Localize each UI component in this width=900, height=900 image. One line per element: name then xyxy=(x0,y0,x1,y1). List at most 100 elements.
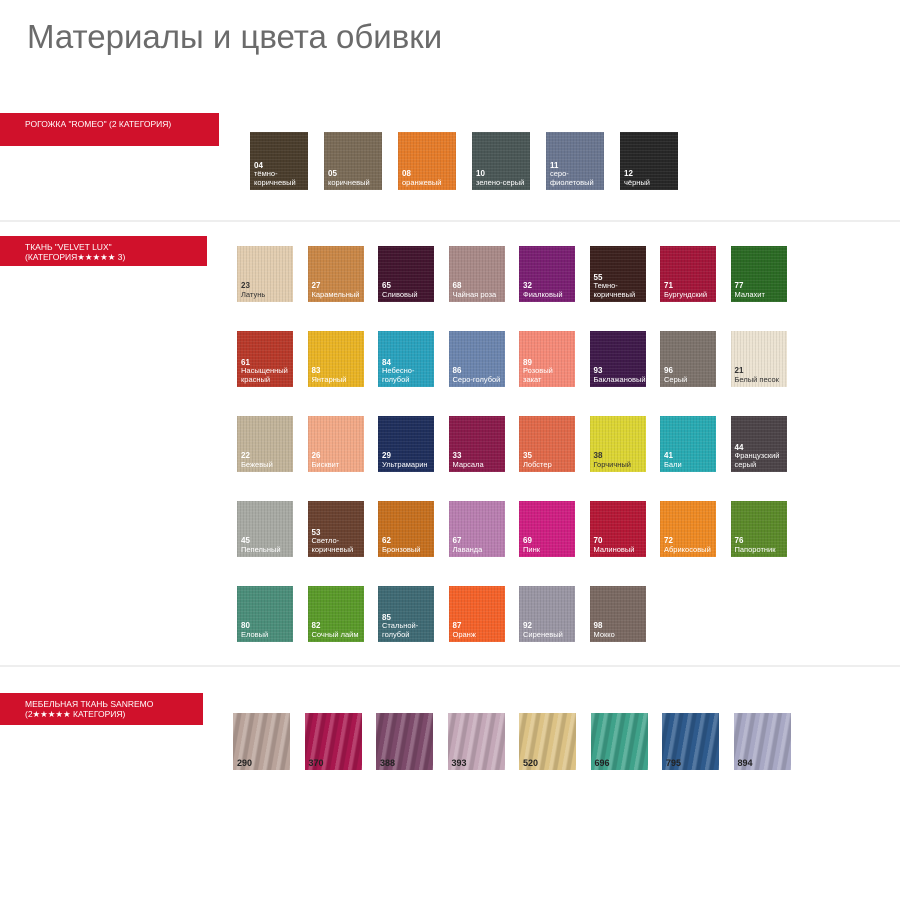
swatch-velvet-lux-87[interactable]: 87 Оранж xyxy=(448,586,505,642)
swatch-number: 29 xyxy=(382,451,391,460)
swatch-romeo-11[interactable]: 11 серо-фиолетовый xyxy=(546,132,604,190)
swatch-number: 93 xyxy=(593,366,603,375)
swatch-velvet-lux-93[interactable]: 93 Баклажановый xyxy=(589,331,646,387)
section-banner-velvet-lux: Ткань "VELVET LUX" (категория★★★★★ 3) xyxy=(0,236,207,266)
swatch-velvet-lux-35[interactable]: 35 Лобстер xyxy=(519,416,575,472)
swatch-color-name: Насыщенный красный xyxy=(241,366,288,384)
swatch-velvet-lux-84[interactable]: 84 Небесно-голубой xyxy=(378,331,434,387)
swatch-color-name: Темно-коричневый xyxy=(593,281,636,299)
swatch-label: 29 Ультрамарин xyxy=(382,451,432,469)
swatch-label: 12 чёрный xyxy=(624,169,676,187)
swatch-number: 76 xyxy=(734,536,744,545)
swatch-sanremo-520[interactable]: 520 xyxy=(519,713,576,770)
swatch-velvet-lux-22[interactable]: 22 Бежевый xyxy=(237,416,293,472)
swatch-velvet-lux-62[interactable]: 62 Бронзовый xyxy=(378,501,434,557)
swatch-color-name: Карамельный xyxy=(311,289,360,299)
swatch-velvet-lux-27[interactable]: 27 Карамельный xyxy=(307,246,364,302)
swatch-number: 696 xyxy=(594,757,610,768)
swatch-number: 53 xyxy=(311,527,321,537)
swatch-number: 08 xyxy=(402,169,411,178)
swatch-label: 38 Горчичный xyxy=(593,451,644,469)
swatch-number: 61 xyxy=(241,357,250,367)
swatch-romeo-10[interactable]: 10 зелено-серый xyxy=(472,132,530,190)
swatch-number: 10 xyxy=(476,169,485,178)
swatch-sanremo-696[interactable]: 696 xyxy=(590,713,648,770)
swatch-velvet-lux-68[interactable]: 68 Чайная роза xyxy=(448,246,505,302)
swatch-velvet-lux-23[interactable]: 23 Латунь xyxy=(237,246,293,302)
swatch-romeo-04[interactable]: 04 тёмно-коричневый xyxy=(250,132,308,190)
swatch-velvet-lux-45[interactable]: 45 Пепельный xyxy=(237,501,293,557)
swatch-velvet-lux-98[interactable]: 98 Мокко xyxy=(589,586,646,642)
swatch-number: 82 xyxy=(311,621,321,630)
swatch-color-name: Мокко xyxy=(593,629,615,639)
swatch-velvet-lux-21[interactable]: 21 Белый песок xyxy=(730,331,787,387)
swatch-velvet-lux-61[interactable]: 61 Насыщенный красный xyxy=(237,331,293,387)
swatch-velvet-lux-55[interactable]: 55 Темно-коричневый xyxy=(589,246,646,302)
swatch-label: 22 Бежевый xyxy=(241,451,291,469)
swatch-velvet-lux-82[interactable]: 82 Сочный лайм xyxy=(307,586,364,642)
swatch-velvet-lux-76[interactable]: 76 Папоротник xyxy=(730,501,787,557)
swatch-sanremo-290[interactable]: 290 xyxy=(233,713,290,770)
swatch-number: 62 xyxy=(382,536,391,545)
swatch-color-name: Бургундский xyxy=(664,289,708,299)
swatch-label: 96 Серый xyxy=(664,366,714,384)
swatch-number: 85 xyxy=(382,612,391,622)
swatch-label: 05 коричневый xyxy=(328,169,380,187)
swatch-label: 82 Сочный лайм xyxy=(311,621,362,639)
swatch-romeo-08[interactable]: 08 оранжевый xyxy=(398,132,456,190)
swatch-sanremo-393[interactable]: 393 xyxy=(447,713,505,770)
swatch-color-name: Фиалковый xyxy=(523,289,563,299)
swatch-number: 21 xyxy=(734,366,744,375)
swatch-velvet-lux-77[interactable]: 77 Малахит xyxy=(730,246,787,302)
swatch-velvet-lux-29[interactable]: 29 Ультрамарин xyxy=(378,416,434,472)
swatch-number: 83 xyxy=(311,366,321,375)
swatch-velvet-lux-72[interactable]: 72 Абрикосовый xyxy=(660,501,716,557)
swatch-velvet-lux-96[interactable]: 96 Серый xyxy=(660,331,716,387)
swatch-velvet-lux-92[interactable]: 92 Сиреневый xyxy=(519,586,575,642)
swatch-velvet-lux-65[interactable]: 65 Сливовый xyxy=(378,246,434,302)
swatch-sanremo-894[interactable]: 894 xyxy=(733,713,791,770)
swatch-number: 68 xyxy=(452,281,462,290)
swatch-velvet-lux-44[interactable]: 44 Французский серый xyxy=(730,416,787,472)
swatch-velvet-lux-85[interactable]: 85 Стальной-голубой xyxy=(378,586,434,642)
swatch-sanremo-795[interactable]: 795 xyxy=(662,713,719,770)
swatch-color-name: Бисквит xyxy=(311,459,340,469)
swatch-velvet-lux-70[interactable]: 70 Малиновый xyxy=(589,501,646,557)
swatch-label: 27 Карамельный xyxy=(311,281,362,299)
swatch-velvet-lux-89[interactable]: 89 Розовый закат xyxy=(519,331,575,387)
swatch-velvet-lux-83[interactable]: 83 Янтарный xyxy=(307,331,364,387)
swatch-romeo-05[interactable]: 05 коричневый xyxy=(324,132,382,190)
swatch-color-name: Пинк xyxy=(523,544,541,554)
swatch-velvet-lux-32[interactable]: 32 Фиалковый xyxy=(519,246,575,302)
swatch-label: 70 Малиновый xyxy=(594,536,644,554)
swatch-velvet-lux-69[interactable]: 69 Пинк xyxy=(519,501,575,557)
swatch-velvet-lux-53[interactable]: 53 Светло-коричневый xyxy=(307,501,364,557)
swatch-velvet-lux-86[interactable]: 86 Серо-голубой xyxy=(448,331,505,387)
swatch-sanremo-370[interactable]: 370 xyxy=(304,713,362,770)
swatch-color-name: Бежевый xyxy=(241,459,273,469)
swatch-color-name: Бронзовый xyxy=(382,544,421,554)
swatch-color-name: Абрикосовый xyxy=(664,544,711,554)
swatch-velvet-lux-26[interactable]: 26 Бисквит xyxy=(307,416,364,472)
swatch-color-name: коричневый xyxy=(328,177,370,187)
swatch-number: 35 xyxy=(523,451,532,460)
swatch-number: 894 xyxy=(737,757,753,768)
swatch-label: 61 Насыщенный красный xyxy=(241,357,291,385)
swatch-color-name: Белый песок xyxy=(734,374,779,384)
swatch-velvet-lux-80[interactable]: 80 Еловый xyxy=(237,586,293,642)
swatch-velvet-lux-71[interactable]: 71 Бургундский xyxy=(660,246,716,302)
swatch-velvet-lux-41[interactable]: 41 Бали xyxy=(660,416,716,472)
swatch-number: 38 xyxy=(593,451,603,460)
swatch-velvet-lux-33[interactable]: 33 Марсала xyxy=(448,416,505,472)
swatch-color-name: чёрный xyxy=(624,177,650,187)
swatch-romeo-12[interactable]: 12 чёрный xyxy=(620,132,678,190)
swatch-number: 04 xyxy=(254,160,263,170)
swatch-label: 98 Мокко xyxy=(593,621,644,639)
swatch-velvet-lux-67[interactable]: 67 Лаванда xyxy=(448,501,505,557)
swatch-label: 23 Латунь xyxy=(241,281,291,299)
swatch-velvet-lux-38[interactable]: 38 Горчичный xyxy=(589,416,646,472)
swatch-label: 08 оранжевый xyxy=(402,169,454,187)
swatch-color-name: зелено-серый xyxy=(476,177,525,187)
swatch-sanremo-388[interactable]: 388 xyxy=(376,713,433,770)
swatch-label: 68 Чайная роза xyxy=(452,281,503,299)
